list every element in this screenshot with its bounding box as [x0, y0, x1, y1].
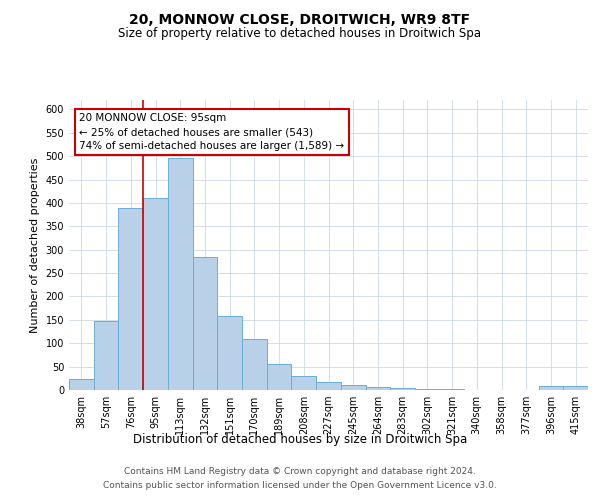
Bar — [415, 388, 440, 390]
Bar — [217, 316, 242, 390]
Bar — [193, 256, 217, 390]
Text: Contains HM Land Registry data © Crown copyright and database right 2024.: Contains HM Land Registry data © Crown c… — [124, 468, 476, 476]
Bar — [440, 389, 464, 390]
Bar — [69, 379, 94, 390]
Y-axis label: Number of detached properties: Number of detached properties — [30, 158, 40, 332]
Text: 20, MONNOW CLOSE, DROITWICH, WR9 8TF: 20, MONNOW CLOSE, DROITWICH, WR9 8TF — [130, 12, 470, 26]
Bar — [341, 386, 365, 390]
Bar — [539, 386, 563, 390]
Text: Distribution of detached houses by size in Droitwich Spa: Distribution of detached houses by size … — [133, 432, 467, 446]
Bar — [143, 198, 168, 390]
Bar — [563, 386, 588, 390]
Text: Contains public sector information licensed under the Open Government Licence v3: Contains public sector information licen… — [103, 481, 497, 490]
Bar — [365, 387, 390, 390]
Text: Size of property relative to detached houses in Droitwich Spa: Size of property relative to detached ho… — [119, 28, 482, 40]
Bar — [118, 208, 143, 390]
Text: 20 MONNOW CLOSE: 95sqm
← 25% of detached houses are smaller (543)
74% of semi-de: 20 MONNOW CLOSE: 95sqm ← 25% of detached… — [79, 113, 344, 151]
Bar — [267, 364, 292, 390]
Bar — [292, 376, 316, 390]
Bar — [168, 158, 193, 390]
Bar — [242, 340, 267, 390]
Bar — [316, 382, 341, 390]
Bar — [390, 388, 415, 390]
Bar — [94, 321, 118, 390]
